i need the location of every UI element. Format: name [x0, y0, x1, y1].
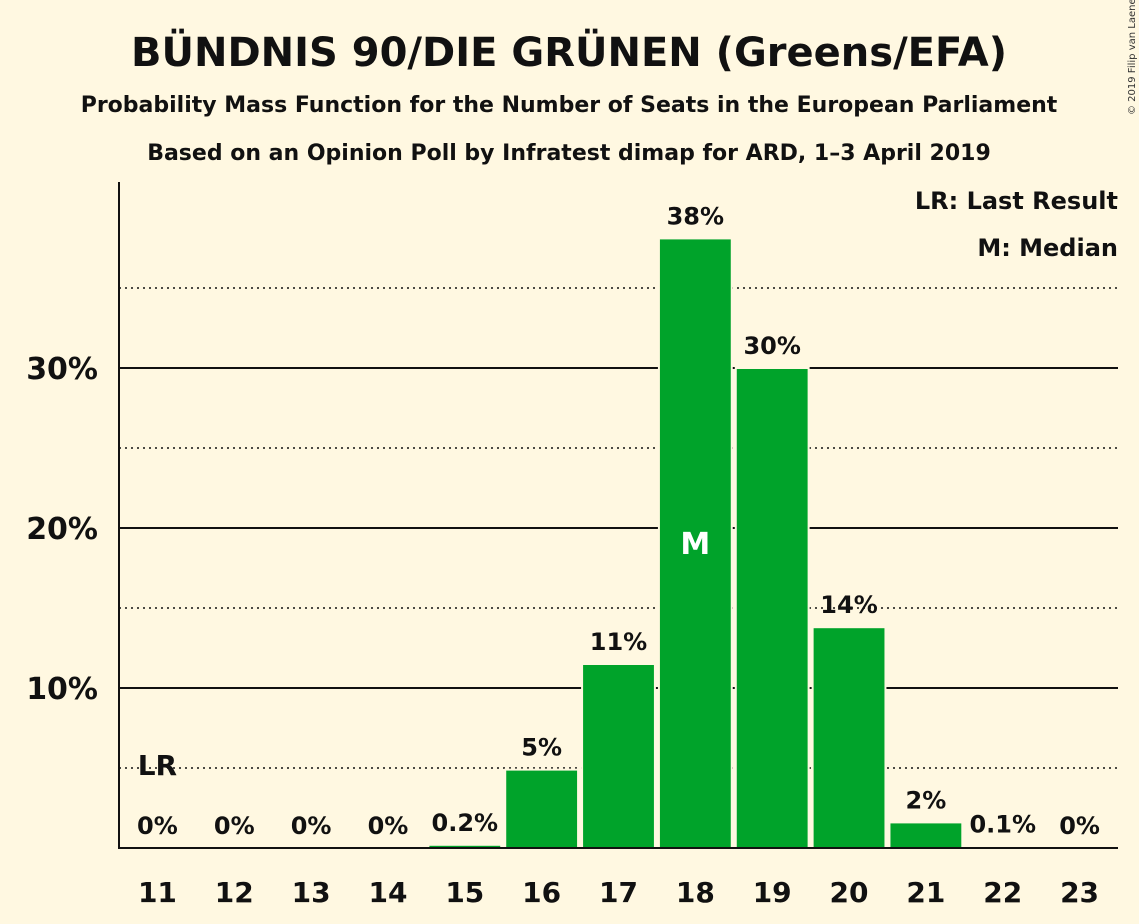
chart-source: Based on an Opinion Poll by Infratest di… [147, 141, 991, 166]
x-tick-label: 23 [1060, 876, 1099, 909]
median-marker: M [680, 527, 710, 562]
y-axis-ticks: 10% 20% 30% [26, 352, 98, 707]
x-tick-label: 15 [445, 876, 484, 909]
bar-seats-21 [888, 821, 964, 850]
y-tick-label: 20% [26, 512, 98, 547]
x-tick-label: 22 [983, 876, 1022, 909]
data-label-seats-11: 0% [137, 812, 178, 840]
data-label-seats-23: 0% [1059, 812, 1100, 840]
x-tick-label: 14 [368, 876, 407, 909]
data-label-seats-20: 14% [820, 591, 877, 619]
chart-subtitle: Probability Mass Function for the Number… [81, 93, 1058, 118]
x-tick-label: 11 [138, 876, 177, 909]
data-label-seats-12: 0% [214, 812, 255, 840]
x-tick-label: 12 [215, 876, 254, 909]
x-axis-ticks: 11 12 13 14 15 16 17 18 19 20 21 22 23 [138, 876, 1099, 909]
data-labels: 0% 0% 0% 0% 0.2% 5% 11% 38% 30% 14% 2% 0.1% 0% [137, 202, 1100, 840]
x-tick-label: 16 [522, 876, 561, 909]
bars [427, 237, 1041, 850]
x-tick-label: 20 [830, 876, 869, 909]
bar-seats-20 [811, 626, 887, 850]
bar-seats-17 [581, 663, 656, 849]
x-tick-label: 13 [292, 876, 331, 909]
x-tick-label: 19 [753, 876, 792, 909]
data-label-seats-14: 0% [368, 812, 409, 840]
x-tick-label: 18 [676, 876, 715, 909]
legend-last-result: LR: Last Result [915, 187, 1118, 215]
x-tick-label: 21 [906, 876, 945, 909]
data-label-seats-15: 0.2% [432, 809, 499, 837]
data-label-seats-18: 38% [667, 202, 724, 230]
x-tick-label: 17 [599, 876, 638, 909]
data-label-seats-19: 30% [743, 332, 800, 360]
y-tick-label: 10% [26, 672, 98, 707]
data-label-seats-16: 5% [521, 734, 562, 762]
chart-title: BÜNDNIS 90/DIE GRÜNEN (Greens/EFA) [131, 28, 1007, 76]
copyright-notice: © 2019 Filip van Laenen [1127, 0, 1138, 115]
data-label-seats-17: 11% [590, 628, 647, 656]
data-label-seats-22: 0.1% [969, 810, 1036, 838]
last-result-marker: LR [138, 749, 177, 782]
legend-median: M: Median [977, 234, 1118, 262]
data-label-seats-13: 0% [291, 812, 332, 840]
bar-seats-16 [504, 768, 580, 849]
y-tick-label: 30% [26, 352, 98, 387]
data-label-seats-21: 2% [906, 786, 947, 814]
bar-seats-19 [734, 367, 810, 849]
